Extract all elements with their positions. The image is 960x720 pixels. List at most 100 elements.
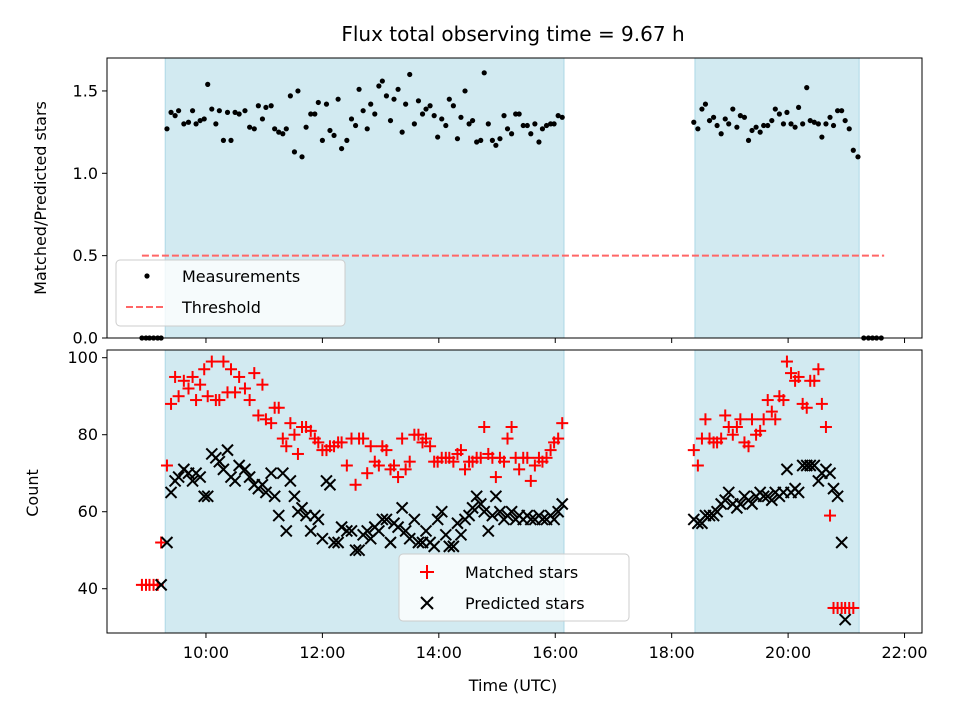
y-tick-label: 0.0 bbox=[73, 329, 98, 348]
predicted-star-point bbox=[193, 470, 207, 484]
matched-star-point bbox=[478, 421, 491, 434]
measurement-point bbox=[431, 113, 437, 119]
matched-star-point bbox=[160, 459, 173, 472]
measurement-point bbox=[749, 127, 755, 134]
measurement-point bbox=[827, 114, 833, 120]
bottom-legend: Matched stars Predicted stars bbox=[398, 553, 630, 622]
predicted-star-point bbox=[408, 513, 421, 526]
matched-star-point bbox=[521, 451, 534, 464]
measurement-point bbox=[528, 131, 534, 137]
measurement-point bbox=[804, 85, 810, 91]
x-tick-label: 20:00 bbox=[765, 643, 811, 662]
measurement-point bbox=[795, 104, 802, 111]
predicted-star-point bbox=[419, 524, 433, 538]
predicted-star-point bbox=[186, 474, 199, 488]
matched-star-point bbox=[544, 444, 557, 457]
matched-star-point bbox=[792, 370, 805, 383]
predicted-star-point bbox=[812, 474, 825, 488]
matched-star-point bbox=[812, 363, 825, 376]
matched-star-point bbox=[474, 451, 487, 464]
predicted-star-point bbox=[327, 536, 341, 549]
measurement-point bbox=[352, 122, 359, 129]
measurement-point bbox=[489, 137, 495, 143]
measurement-point bbox=[242, 108, 248, 114]
measurement-point bbox=[319, 137, 325, 143]
matched-star-point bbox=[824, 509, 837, 522]
measurement-point bbox=[508, 131, 515, 137]
matched-star-point bbox=[288, 428, 301, 441]
measurement-point bbox=[439, 116, 445, 122]
predicted-star-point bbox=[323, 478, 337, 491]
measurement-point bbox=[741, 114, 748, 120]
matched-star-point bbox=[304, 424, 317, 437]
matched-star-point bbox=[540, 451, 553, 464]
matched-star-point bbox=[734, 413, 747, 426]
x-tick-label: 10:00 bbox=[183, 643, 229, 662]
measurement-point bbox=[255, 103, 261, 109]
predicted-star-point bbox=[268, 490, 281, 503]
measurement-point bbox=[497, 136, 503, 142]
matched-star-point bbox=[276, 432, 289, 445]
measurement-point bbox=[360, 108, 366, 114]
measurement-point bbox=[714, 122, 720, 129]
measurement-point bbox=[788, 121, 794, 127]
measurement-point bbox=[734, 124, 740, 130]
measurement-point bbox=[181, 121, 187, 127]
matched-star-point bbox=[777, 394, 790, 407]
measurement-point bbox=[695, 126, 701, 132]
measurement-point bbox=[462, 88, 468, 94]
measurement-point bbox=[485, 121, 491, 127]
matched-star-point bbox=[699, 413, 712, 426]
measurement-point bbox=[391, 96, 397, 102]
top-legend-box bbox=[115, 259, 346, 327]
measurement-point bbox=[706, 117, 713, 124]
matched-star-point bbox=[280, 440, 293, 453]
predicted-star-point bbox=[352, 544, 366, 557]
measurement-point bbox=[559, 114, 565, 120]
predicted-star-point bbox=[547, 513, 561, 526]
measurement-point bbox=[481, 70, 487, 76]
predicted-star-point bbox=[331, 536, 345, 549]
predicted-star-point bbox=[164, 486, 178, 499]
y-tick-label: 0.5 bbox=[73, 246, 98, 265]
predicted-star-point bbox=[198, 490, 211, 503]
matched-star-point bbox=[190, 394, 203, 407]
matched-star-point bbox=[229, 386, 242, 399]
measurement-point bbox=[213, 121, 219, 127]
measurement-point bbox=[536, 139, 542, 145]
y-tick-label: 80 bbox=[78, 425, 98, 444]
measurement-point bbox=[516, 111, 522, 117]
measurement-point bbox=[718, 131, 724, 137]
measurement-point bbox=[228, 137, 234, 143]
x-tick-label: 18:00 bbox=[649, 643, 695, 662]
predicted-star-point bbox=[835, 536, 848, 549]
predicted-star-point bbox=[451, 517, 464, 530]
predicted-star-point bbox=[478, 505, 491, 518]
predicted-star-point bbox=[288, 490, 301, 503]
measurement-point bbox=[335, 96, 341, 102]
panel-top: 0.0 0.5 1.0 1.5 Flux total observing time =… bbox=[31, 22, 923, 348]
measurement-point bbox=[850, 147, 856, 153]
predicted-star-point bbox=[792, 486, 805, 499]
measurement-point bbox=[272, 126, 278, 132]
predicted-star-point bbox=[745, 497, 759, 511]
predicted-star-point bbox=[827, 482, 840, 495]
predicted-star-point bbox=[201, 490, 214, 503]
measurement-point bbox=[427, 103, 433, 109]
matched-star-point bbox=[155, 536, 168, 549]
measurement-point bbox=[819, 134, 825, 140]
predicted-star-point bbox=[316, 532, 329, 545]
predicted-star-point bbox=[734, 497, 747, 511]
matched-star-point bbox=[524, 474, 537, 487]
measurement-point bbox=[395, 86, 401, 92]
legend-matched-label: Matched stars bbox=[465, 563, 578, 582]
predicted-star-point bbox=[454, 528, 468, 542]
x-tick-label: 12:00 bbox=[299, 643, 345, 662]
predicted-star-point bbox=[431, 513, 444, 526]
measurement-point bbox=[312, 111, 318, 117]
matched-star-point bbox=[335, 436, 348, 449]
bottom-legend-box bbox=[398, 553, 630, 622]
measurement-point bbox=[280, 131, 286, 137]
matched-star-point bbox=[169, 370, 182, 383]
